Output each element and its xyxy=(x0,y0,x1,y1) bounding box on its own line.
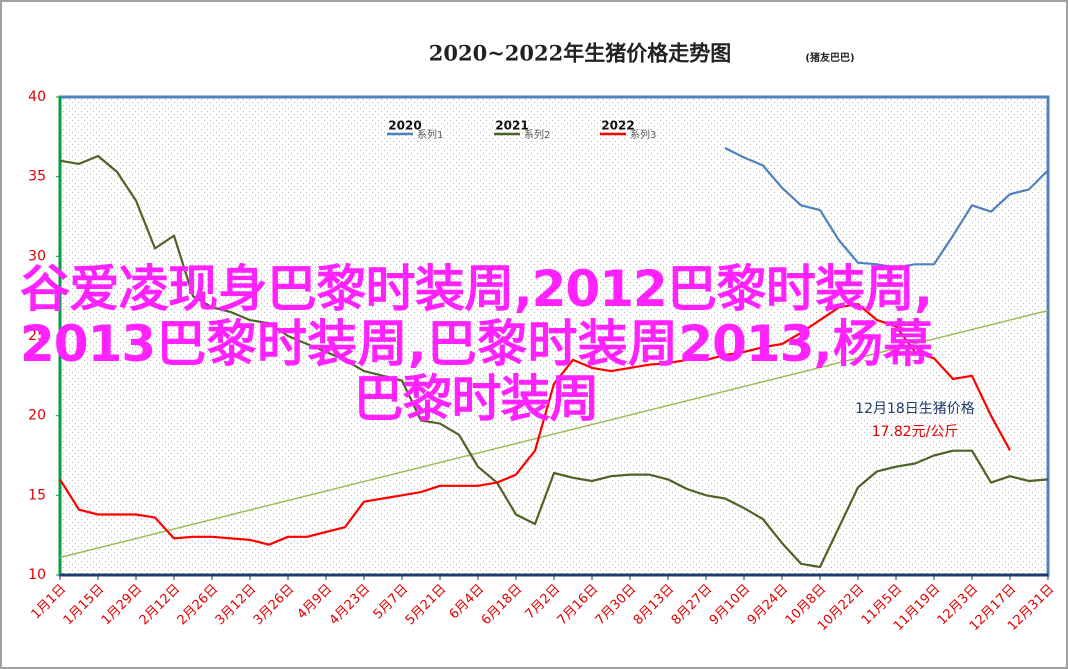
chart-title: 2020~2022年生猪价格走势图 xyxy=(429,41,732,66)
y-tick-label: 10 xyxy=(28,567,46,583)
legend-label: 系列2 xyxy=(524,128,550,141)
annotation-title: 12月18日生猪价格 xyxy=(855,401,975,417)
legend-name: 2021 xyxy=(495,119,528,133)
plot-area xyxy=(58,95,1050,577)
y-tick-label: 15 xyxy=(28,487,46,503)
trendline xyxy=(59,309,1049,559)
y-tick-label: 40 xyxy=(28,89,46,105)
legend-label: 系列3 xyxy=(630,128,656,141)
series-line xyxy=(59,154,1049,569)
y-tick-label: 25 xyxy=(28,328,46,344)
legend-name: 2020 xyxy=(388,119,421,133)
annotation-value: 17.82元/公斤 xyxy=(872,424,959,440)
chart-subtitle: (猪友巴巴) xyxy=(805,51,854,64)
overlay-text: 谷爱凌现身巴黎时装周,2012巴黎时装周,2013巴黎时装周,巴黎时装周2013… xyxy=(20,260,933,428)
legend-name: 2022 xyxy=(601,119,634,133)
y-tick-label: 35 xyxy=(28,169,46,185)
legend-label: 系列1 xyxy=(417,128,443,141)
y-tick-label: 20 xyxy=(28,408,46,424)
y-tick-label: 30 xyxy=(28,248,46,264)
series-line xyxy=(59,303,1011,546)
series-line xyxy=(724,147,1049,269)
